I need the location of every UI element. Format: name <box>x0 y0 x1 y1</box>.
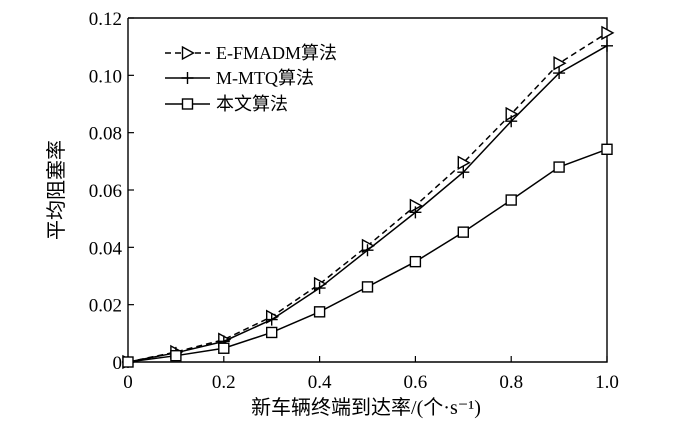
x-tick-label: 0.2 <box>212 372 236 393</box>
series-layer <box>122 25 615 370</box>
data-point <box>409 206 422 219</box>
data-point <box>361 281 374 293</box>
plot-frame <box>127 17 608 363</box>
data-point <box>601 39 613 52</box>
legend-entry: 本文算法 <box>165 94 288 114</box>
y-axis-label: 平均阻塞率 <box>45 140 68 240</box>
y-tick-label: 0.02 <box>89 296 122 317</box>
data-point <box>553 56 567 71</box>
series-line <box>127 45 608 363</box>
data-point <box>361 244 374 257</box>
data-point <box>313 282 326 295</box>
x-tick-label: 1.0 <box>595 372 619 393</box>
legend-label: M-MTQ算法 <box>216 68 314 88</box>
y-tick-label: 0.12 <box>89 9 122 30</box>
data-point <box>457 226 469 238</box>
legend-marker <box>181 45 195 61</box>
data-point <box>265 313 278 326</box>
x-tick-label: 0.8 <box>499 372 523 393</box>
y-tick-label: 0.04 <box>89 238 123 259</box>
data-point <box>457 155 471 170</box>
data-point <box>601 143 613 155</box>
data-point <box>601 25 615 41</box>
legend-label: 本文算法 <box>216 94 288 114</box>
data-point <box>553 161 565 173</box>
data-point <box>313 306 326 318</box>
data-point <box>505 115 518 128</box>
legend-entry: E-FMADM算法 <box>165 43 337 63</box>
data-point <box>170 349 182 362</box>
legend-label: E-FMADM算法 <box>216 43 337 63</box>
data-point <box>218 342 230 354</box>
data-point <box>266 326 278 339</box>
series-line <box>127 32 608 363</box>
data-point <box>409 255 422 268</box>
data-point <box>505 194 517 206</box>
x-axis-label: 新车辆终端到达率/(个·s⁻¹) <box>251 396 481 419</box>
data-point <box>553 67 566 80</box>
y-tick-label: 0.10 <box>89 66 122 87</box>
x-tick-label: 0 <box>123 372 133 393</box>
data-point <box>122 356 134 368</box>
axes: 0 0.2 0.4 0.6 0.8 1.0 0 0.02 0.04 0.06 0.08 0.10 0.1… <box>89 9 619 393</box>
legend-marker <box>181 72 194 84</box>
legend-marker <box>181 98 194 110</box>
y-tick-label: 0 <box>113 353 123 374</box>
data-point <box>457 166 470 179</box>
series-3 <box>122 143 613 368</box>
series-2 <box>122 39 613 368</box>
x-tick-label: 0.6 <box>404 372 428 393</box>
y-tick-label: 0.06 <box>89 181 122 202</box>
x-tick-label: 0.4 <box>308 372 332 393</box>
legend-entry: M-MTQ算法 <box>165 68 314 88</box>
y-tick-label: 0.08 <box>89 124 122 145</box>
